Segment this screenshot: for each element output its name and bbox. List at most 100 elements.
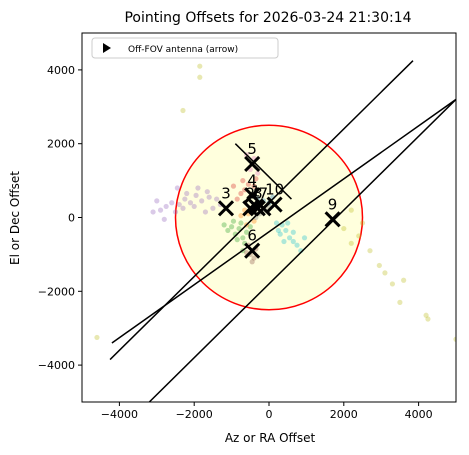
antenna-x-stroke [249, 200, 266, 217]
y-tick-label: −4000 [38, 359, 75, 372]
scatter-point [286, 235, 293, 241]
offset-line [111, 98, 456, 344]
antenna-x-stroke [217, 200, 235, 217]
scatter-point [301, 235, 308, 241]
scatter-point [163, 203, 169, 210]
antenna-label: 6 [247, 227, 257, 245]
scatter-point [172, 209, 179, 215]
scatter-point [243, 229, 250, 235]
x-tick-label: 0 [266, 408, 273, 421]
x-tick-label: −2000 [176, 408, 213, 421]
legend-box [91, 37, 279, 59]
y-axis-title: El or Dec Offset [8, 171, 22, 265]
scatter-point [174, 185, 180, 191]
scatter-point [283, 227, 289, 234]
scatter-point [281, 238, 287, 245]
antenna-label: 2 [246, 184, 256, 202]
scatter-point [191, 203, 197, 210]
scatter-point [382, 270, 388, 276]
scatter-point [290, 238, 296, 245]
antenna-x-stroke [255, 200, 272, 217]
scatter-point [251, 218, 257, 224]
chart-title: Pointing Offsets for 2026-03-24 21:30:14 [124, 10, 411, 26]
scatter-point [187, 200, 194, 206]
scatter-point [150, 209, 156, 215]
antenna-x-stroke [244, 242, 261, 259]
scatter-point [176, 201, 182, 208]
scatter-point [277, 231, 283, 237]
x-tick-label: 4000 [405, 408, 433, 421]
antenna-marker [324, 211, 341, 228]
scatter-point [251, 183, 257, 189]
scatter-point [230, 218, 237, 224]
x-tick-label: −4000 [101, 408, 138, 421]
scatter-point [180, 107, 186, 114]
antenna-x-stroke [244, 187, 261, 204]
scatter-point [154, 198, 160, 204]
antenna-marker [266, 196, 283, 213]
scatter-point [225, 227, 231, 234]
scatter-point [182, 196, 188, 202]
scatter-point [229, 224, 235, 230]
scatter-point [169, 200, 175, 206]
scatter-point [275, 227, 281, 234]
antenna-label: 10 [265, 181, 284, 199]
scatter-point [206, 194, 212, 200]
scatter-point [245, 181, 252, 187]
arrow-marker-icon [103, 43, 111, 53]
legend: Off-FOV antenna (arrow) [91, 37, 279, 59]
offset-line [234, 143, 292, 200]
scatter-point [397, 299, 403, 305]
antenna-label: 5 [247, 140, 257, 158]
y-tick-label: 0 [68, 212, 75, 225]
scatter-point [273, 220, 280, 226]
antenna-label: 4 [247, 171, 257, 189]
scatter-point [453, 336, 456, 342]
x-tick-label: 2000 [330, 408, 358, 421]
scatter-point [251, 255, 257, 261]
scatter-point [285, 220, 291, 226]
scatter-point [367, 248, 373, 254]
antenna-marker [244, 155, 261, 173]
scatter-point [204, 189, 210, 195]
scatter-point [221, 222, 227, 228]
plot-clip-group [94, 60, 456, 402]
scatter-point [202, 209, 209, 215]
antenna-marker [249, 200, 266, 217]
scatter-point [238, 213, 244, 219]
offset-line [148, 98, 456, 402]
scatter-point [184, 190, 190, 197]
scatter-point [210, 205, 216, 211]
scatter-point [157, 207, 164, 213]
antenna-label: 9 [328, 195, 338, 213]
x-axis-title: Az or RA Offset [225, 431, 316, 445]
scatter-point [236, 225, 242, 232]
scatter-point [240, 235, 246, 241]
antenna-label: 7 [259, 184, 269, 202]
scatter-point [348, 240, 354, 246]
scatter-point [199, 198, 205, 204]
scatter-point [290, 229, 296, 235]
scatter-point [238, 190, 244, 197]
scatter-point [247, 224, 253, 230]
scatter-point [359, 220, 366, 226]
antenna-x-stroke [324, 211, 341, 228]
antenna-x-stroke [266, 196, 283, 213]
scatter-point [230, 183, 237, 189]
scatter-point [423, 312, 429, 318]
scatter-point [425, 316, 431, 322]
scatter-point [356, 233, 362, 239]
scatter-point [389, 281, 396, 287]
scatter-point [348, 207, 354, 213]
scatter-point [180, 205, 186, 211]
scatter-point [214, 196, 220, 202]
antenna-marker [217, 200, 235, 217]
scatter-point [341, 225, 347, 232]
y-tick-label: 2000 [47, 138, 75, 151]
antenna-marker [255, 200, 272, 217]
scatter-point [240, 178, 246, 184]
scatter-point [401, 277, 407, 283]
scatter-point [234, 196, 240, 202]
